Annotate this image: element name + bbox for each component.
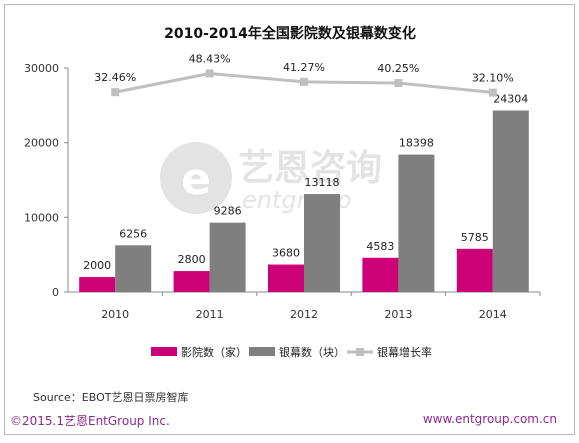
bar-data-label: 2800: [178, 253, 206, 266]
bar-data-label: 24304: [493, 93, 528, 106]
growth-line-label: 48.43%: [189, 52, 231, 65]
x-tick-label: 2012: [290, 308, 318, 321]
bar-data-label: 5785: [461, 231, 489, 244]
bar-screens: [398, 154, 435, 292]
source-note: Source：EBOT艺恩日票房智库: [33, 391, 189, 404]
watermark-logo: e 艺恩咨询 entgroup: [160, 142, 382, 214]
y-tick-label: 20000: [24, 137, 59, 150]
legend-swatch-marker: [356, 348, 364, 356]
bar-cinemas: [268, 264, 304, 292]
bar-screens: [304, 194, 340, 292]
growth-line-label: 41.27%: [283, 61, 325, 74]
growth-line-point: [111, 88, 120, 97]
bar-screens: [115, 245, 152, 292]
growth-line-label: 40.25%: [377, 62, 419, 75]
growth-line-point: [300, 77, 308, 86]
chart-title: 2010-2014年全国影院数及银幕数变化: [164, 25, 416, 42]
growth-line-point: [205, 69, 214, 78]
watermark-logo-icon: [160, 142, 232, 214]
bar-cinemas: [456, 248, 493, 292]
bar-data-label: 13118: [305, 176, 340, 189]
footer-copyright: ©2015.1艺恩EntGroup Inc.: [10, 414, 170, 428]
chart-legend: 影院数（家） 银幕数（块） 银幕增长率: [151, 345, 432, 359]
bar-data-label: 3680: [272, 247, 300, 260]
bar-cinemas: [173, 271, 210, 292]
bar-screens: [209, 222, 246, 292]
footer: ©2015.1艺恩EntGroup Inc. www.entgroup.com.…: [0, 410, 579, 432]
growth-line-label: 32.46%: [94, 71, 136, 84]
y-tick-label: 30000: [24, 62, 59, 75]
bar-data-label: 6256: [119, 227, 147, 240]
chart-growth-line: 32.46% 48.43% 41.27% 40.25% 32.10%: [94, 52, 514, 97]
x-tick-label: 2013: [384, 308, 412, 321]
bar-screens: [492, 110, 529, 292]
legend-swatch: [249, 347, 275, 356]
x-tick-label: 2014: [479, 308, 507, 321]
bar-data-label: 2000: [83, 259, 111, 272]
bar-cinemas: [79, 277, 116, 292]
growth-line-point: [394, 79, 403, 88]
legend-label: 影院数（家）: [181, 345, 247, 359]
bar-data-label: 9286: [214, 205, 242, 218]
chart-bars: 2000 6256 2800 9286 3680 13118 4583 18398 5785 24…: [79, 93, 529, 292]
x-tick-label: 2011: [196, 308, 224, 321]
bar-data-label: 4583: [366, 240, 394, 253]
legend-label: 银幕增长率: [377, 345, 432, 359]
legend-swatch: [151, 347, 177, 356]
bar-cinemas: [362, 257, 399, 292]
watermark-logo-icon-glyph: e: [181, 154, 211, 205]
y-tick-label: 0: [52, 286, 59, 299]
y-tick-label: 10000: [24, 211, 59, 224]
x-tick-label: 2010: [101, 308, 129, 321]
legend-label: 银幕数（块）: [279, 345, 345, 359]
growth-line-label: 32.10%: [472, 72, 514, 85]
bar-data-label: 18398: [399, 137, 434, 150]
chart-frame: [4, 4, 575, 435]
footer-url-link[interactable]: www.entgroup.com.cn: [422, 412, 557, 426]
growth-line-point: [488, 88, 497, 97]
watermark-text-cn: 艺恩咨询: [238, 148, 382, 189]
